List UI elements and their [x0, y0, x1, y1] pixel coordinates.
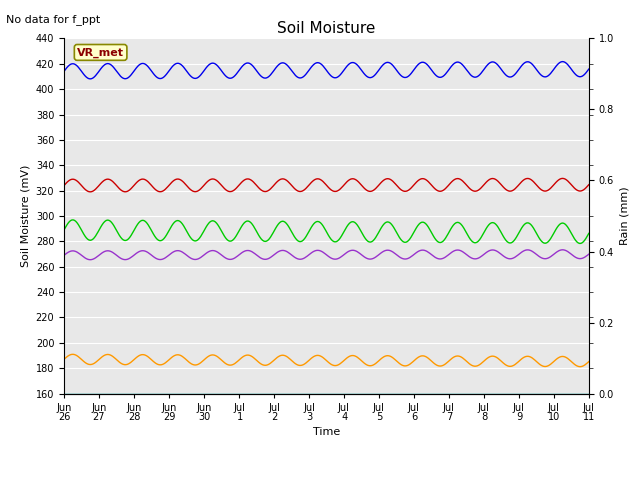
- Precip_mm: [390, 391, 398, 396]
- Line: SM 3: SM 3: [64, 220, 589, 243]
- SM 3: [440, 237, 448, 243]
- SM 4: [269, 69, 277, 74]
- SM 5: [86, 257, 94, 263]
- SM 1: [443, 184, 451, 190]
- Precip_mm: [439, 391, 447, 396]
- Line: SM 1: SM 1: [64, 179, 589, 192]
- Precip_mm: [60, 391, 68, 396]
- Line: SM 2: SM 2: [64, 354, 589, 367]
- SM 1: [559, 176, 566, 181]
- SM 2: [576, 364, 584, 370]
- SM 2: [443, 360, 451, 366]
- SM 3: [443, 233, 451, 239]
- SM 5: [443, 253, 451, 259]
- SM 4: [232, 71, 240, 77]
- X-axis label: Time: Time: [313, 427, 340, 437]
- Y-axis label: Soil Moisture (mV): Soil Moisture (mV): [20, 165, 30, 267]
- SM 4: [392, 66, 399, 72]
- SM 1: [232, 185, 240, 191]
- Precip_mm: [585, 391, 593, 396]
- SM 4: [440, 72, 448, 78]
- SM 3: [392, 228, 399, 233]
- SM 3: [269, 230, 277, 236]
- Precip_mm: [442, 391, 449, 396]
- Precip_mm: [124, 391, 131, 396]
- SM 5: [269, 252, 277, 258]
- SM 1: [440, 187, 448, 192]
- SM 3: [585, 230, 593, 236]
- SM 4: [125, 74, 132, 80]
- SM 2: [232, 360, 240, 365]
- SM 5: [232, 254, 240, 260]
- SM 4: [559, 59, 566, 64]
- SM 2: [585, 359, 593, 364]
- SM 3: [232, 233, 240, 239]
- SM 2: [269, 358, 277, 364]
- Precip_mm: [231, 391, 239, 396]
- SM 1: [125, 188, 132, 193]
- SM 4: [60, 69, 68, 74]
- SM 1: [60, 183, 68, 189]
- SM 5: [392, 251, 399, 257]
- SM 4: [585, 66, 593, 72]
- Legend: SM 1, SM 2, SM 3, SM 4, SM 5, Precip_mm: SM 1, SM 2, SM 3, SM 4, SM 5, Precip_mm: [118, 477, 535, 480]
- SM 5: [125, 256, 132, 262]
- Line: SM 5: SM 5: [64, 250, 589, 260]
- Text: No data for f_ppt: No data for f_ppt: [6, 14, 100, 25]
- SM 4: [443, 70, 451, 75]
- Text: VR_met: VR_met: [77, 47, 124, 58]
- SM 1: [585, 182, 593, 188]
- SM 2: [440, 362, 448, 368]
- SM 3: [576, 240, 584, 246]
- SM 3: [125, 236, 132, 242]
- SM 5: [559, 247, 566, 252]
- Precip_mm: [268, 391, 276, 396]
- SM 1: [392, 181, 399, 187]
- SM 2: [60, 357, 68, 362]
- Title: Soil Moisture: Soil Moisture: [277, 21, 376, 36]
- SM 1: [269, 183, 277, 189]
- SM 4: [86, 76, 94, 82]
- SM 5: [440, 255, 448, 261]
- Line: SM 4: SM 4: [64, 61, 589, 79]
- SM 3: [60, 227, 68, 233]
- SM 3: [69, 217, 77, 223]
- SM 2: [392, 357, 399, 363]
- Y-axis label: Rain (mm): Rain (mm): [620, 187, 630, 245]
- SM 5: [585, 252, 593, 257]
- SM 2: [69, 351, 77, 357]
- SM 2: [125, 361, 132, 367]
- SM 5: [60, 252, 68, 258]
- SM 1: [86, 189, 94, 195]
